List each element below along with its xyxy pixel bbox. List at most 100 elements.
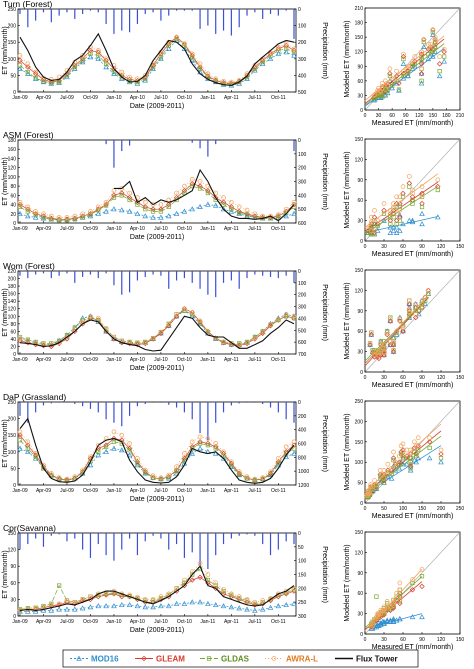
data-point — [126, 452, 133, 458]
data-point — [276, 44, 281, 50]
scatter-point — [381, 468, 387, 473]
x-tick-label: Jan-11 — [200, 95, 215, 101]
scatter-point — [393, 224, 400, 230]
data-point — [25, 446, 30, 451]
precip-bar — [50, 9, 52, 23]
x-tick-label: Oct-09 — [83, 226, 98, 232]
data-point — [205, 329, 211, 334]
scatter-y-tick-label: 210 — [355, 6, 364, 12]
series-line-gldas — [19, 38, 295, 85]
scatter-point — [397, 580, 403, 586]
data-point — [25, 204, 31, 210]
scatter-point — [430, 31, 436, 37]
scatter-point — [400, 325, 406, 331]
x-tick-label: Jan-11 — [200, 226, 215, 232]
data-point — [174, 464, 179, 470]
data-point — [57, 218, 62, 223]
scatter-point — [401, 51, 406, 57]
scatter-x-axis-label: Measured ET (mm/month) — [372, 382, 454, 389]
scatter-x-tick-label: 0 — [364, 113, 367, 119]
data-point — [291, 442, 297, 448]
data-point — [197, 441, 203, 446]
x-tick-label: Apr-11 — [224, 226, 239, 232]
precip-bar — [285, 533, 287, 542]
precip-bar — [121, 271, 123, 295]
data-point — [174, 34, 179, 40]
scatter-x-tick-label: 250 — [456, 506, 465, 512]
x-tick-label: Jan-11 — [200, 619, 215, 625]
data-point — [276, 212, 281, 218]
y-tick-label: 90 — [10, 564, 16, 570]
scatter-point — [419, 190, 425, 197]
precip-bar — [19, 402, 21, 416]
data-point — [72, 64, 77, 70]
y-tick-label: 0 — [13, 483, 16, 489]
precip-bar — [19, 271, 21, 276]
precip-bar — [144, 402, 146, 405]
data-point — [213, 194, 219, 201]
precip-bar — [35, 271, 37, 275]
x-tick-label: Oct-10 — [177, 226, 192, 232]
precip-bar — [246, 533, 248, 535]
scatter-point — [372, 478, 377, 483]
y-tick-label: 50 — [10, 466, 16, 472]
scatter-point — [378, 339, 383, 344]
scatter-point — [369, 226, 374, 231]
scatter-point — [421, 43, 427, 49]
scatter-point — [385, 470, 390, 475]
data-point — [244, 207, 250, 213]
precip-bar — [42, 533, 45, 547]
data-point — [25, 338, 31, 344]
data-point — [158, 603, 164, 609]
plot-frame — [17, 270, 297, 355]
data-point — [57, 79, 62, 85]
series-line-flux-tower — [113, 168, 295, 222]
x-tick-label: Jul-11 — [248, 488, 261, 494]
scatter-point — [419, 298, 425, 303]
precip-bar — [238, 402, 240, 404]
data-point — [17, 65, 23, 71]
data-point — [174, 586, 179, 591]
scatter-point — [388, 475, 395, 481]
scatter-point — [381, 345, 387, 351]
data-point — [49, 217, 54, 222]
scatter-point — [426, 455, 433, 461]
scatter-fit-line — [364, 423, 442, 492]
precip-bar — [74, 9, 76, 19]
data-point — [72, 213, 78, 219]
legend-label: GLEAM — [156, 655, 185, 664]
x-tick-label: Jul-11 — [248, 619, 261, 625]
y2-tick-label: 200 — [298, 414, 307, 420]
scatter-point — [387, 66, 393, 72]
x-tick-label: Oct-11 — [271, 226, 286, 232]
x-tick-label: Jan-10 — [106, 488, 122, 494]
precip-bar — [191, 140, 193, 143]
x-tick-label: Jan-10 — [106, 357, 122, 363]
legend-item-gldas: GLDAS — [200, 655, 250, 664]
precip-bar — [160, 9, 162, 21]
scatter-frame — [364, 7, 461, 111]
scatter-y-axis-label: Modeled ET (mm/month) — [344, 544, 351, 621]
scatter-point — [407, 174, 412, 179]
precip-bar — [27, 402, 29, 423]
y2-tick-label: 50 — [298, 545, 304, 551]
precip-bar — [254, 533, 256, 536]
data-point — [32, 214, 39, 220]
y2-tick-label: 300 — [298, 180, 307, 186]
legend-swatch-marker — [141, 655, 147, 662]
data-point — [64, 606, 70, 612]
scatter-point — [374, 482, 379, 487]
scatter-point — [370, 349, 375, 354]
data-point — [142, 213, 149, 219]
data-point — [119, 69, 125, 75]
data-point — [150, 209, 156, 214]
precip-bar — [222, 402, 225, 413]
data-point — [80, 597, 85, 602]
precip-bar — [168, 9, 170, 16]
x-tick-label: Oct-10 — [177, 488, 192, 494]
data-point — [111, 192, 117, 199]
data-point — [291, 50, 297, 55]
scatter-point — [387, 70, 393, 77]
scatter-point — [413, 443, 419, 449]
